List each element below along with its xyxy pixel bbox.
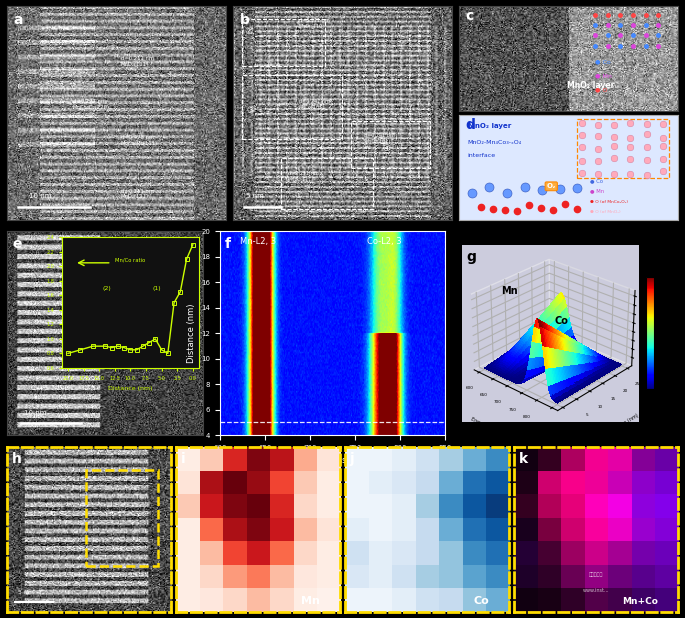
Text: d=0.211 nm
MnO₂(111): d=0.211 nm MnO₂(111)	[121, 188, 154, 200]
Text: j: j	[350, 452, 355, 466]
Text: ● Mn: ● Mn	[590, 188, 605, 193]
Text: Co: Co	[554, 316, 569, 326]
Text: 10 nm: 10 nm	[25, 410, 47, 416]
Text: d=0.241 nm
MnO₂(101): d=0.241 nm MnO₂(101)	[364, 133, 395, 144]
Text: d=0.241 nm
MnO₂(101): d=0.241 nm MnO₂(101)	[299, 99, 329, 109]
Bar	[351, 122, 430, 169]
Text: MnO₂ layer: MnO₂ layer	[468, 122, 511, 129]
Y-axis label: Distance (nm): Distance (nm)	[187, 303, 196, 363]
Text: b: b	[239, 12, 249, 27]
Text: Mn-L2, 3: Mn-L2, 3	[240, 237, 276, 247]
Text: h: h	[12, 452, 22, 466]
Text: d: d	[465, 118, 475, 132]
Text: ● O: ● O	[595, 87, 608, 92]
Text: ● Mn: ● Mn	[595, 74, 612, 78]
X-axis label: Energy loss (eV): Energy loss (eV)	[299, 457, 367, 465]
Text: ● Co: ● Co	[595, 60, 610, 65]
Bar	[242, 75, 342, 138]
Text: ①: ①	[295, 192, 303, 200]
Text: c: c	[465, 9, 473, 23]
Text: 5 nm: 5 nm	[246, 193, 264, 200]
Text: ③: ③	[247, 106, 254, 115]
Y-axis label: Distance (nm): Distance (nm)	[608, 413, 640, 435]
Text: e: e	[13, 237, 22, 252]
Bar	[242, 19, 325, 66]
Text: d=0.211 nm
MnO₂(111): d=0.211 nm MnO₂(111)	[288, 171, 319, 182]
Text: f: f	[225, 237, 230, 252]
X-axis label: Energy loss (eV): Energy loss (eV)	[470, 417, 508, 439]
Text: 5 nm: 5 nm	[18, 590, 34, 595]
Text: Mn: Mn	[301, 596, 321, 606]
Text: Mn+Co: Mn+Co	[623, 596, 658, 606]
Text: Mn: Mn	[501, 286, 518, 297]
Text: k: k	[519, 452, 528, 466]
Text: ● O (of MnO₂): ● O (of MnO₂)	[590, 210, 621, 214]
Text: i: i	[181, 452, 186, 466]
Text: a: a	[14, 12, 23, 27]
Text: ②: ②	[244, 27, 252, 36]
Text: ④: ④	[382, 145, 390, 153]
Text: d=0.478 nm
MnCo₂O₄(111): d=0.478 nm MnCo₂O₄(111)	[121, 135, 158, 146]
Text: d=0.311 nm
MnO₂(110): d=0.311 nm MnO₂(110)	[299, 18, 329, 28]
Text: 仪器信息网: 仪器信息网	[589, 572, 603, 577]
Bar	[281, 158, 373, 209]
Text: www.inst...: www.inst...	[583, 588, 610, 593]
Text: Oᵥ: Oᵥ	[547, 184, 556, 189]
Text: interface: interface	[468, 153, 496, 158]
Text: g: g	[466, 250, 476, 264]
Text: 10 nm: 10 nm	[29, 193, 51, 200]
Text: MnO₂ layer: MnO₂ layer	[566, 81, 614, 90]
Text: ● O (of MnCo₂O₄): ● O (of MnCo₂O₄)	[590, 200, 628, 204]
Text: Co-L2, 3: Co-L2, 3	[367, 237, 402, 247]
Bar	[86, 470, 158, 565]
Text: MnO₂-Mn₄Co₃-ₓO₄: MnO₂-Mn₄Co₃-ₓO₄	[468, 140, 522, 145]
Text: d=0.292 nm
MnCo₂O₄(220): d=0.292 nm MnCo₂O₄(220)	[73, 99, 110, 109]
Text: Co: Co	[473, 596, 489, 606]
Text: d=0.211 nm
MnO₂(111): d=0.211 nm MnO₂(111)	[121, 56, 154, 67]
Text: ● Co: ● Co	[590, 178, 603, 183]
